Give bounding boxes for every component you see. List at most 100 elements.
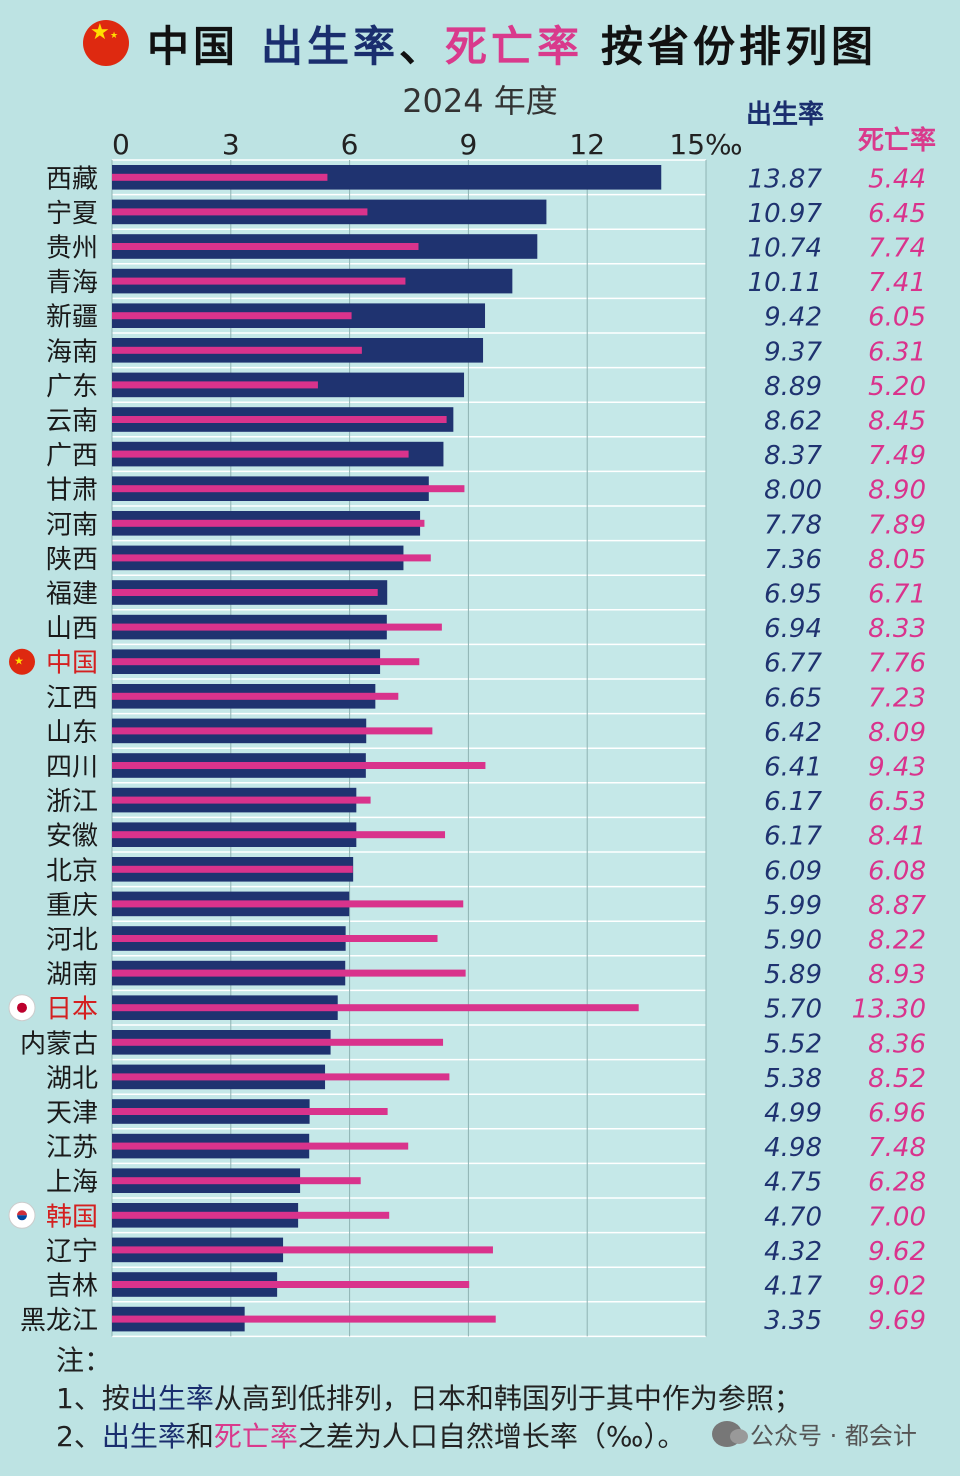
death-rate-value: 13.30 xyxy=(852,995,926,1025)
birth-rate-value: 4.75 xyxy=(764,1168,822,1198)
death-rate-value: 7.48 xyxy=(868,1133,926,1163)
birth-rate-value: 4.17 xyxy=(764,1272,822,1302)
death-rate-value: 8.93 xyxy=(868,960,926,990)
flag-star: ★ xyxy=(14,655,24,668)
birth-rate-value: 10.74 xyxy=(748,234,822,264)
category-label: 北京 xyxy=(46,856,98,886)
death-rate-bar xyxy=(112,277,406,285)
x-tick-label: 15‰ xyxy=(669,128,742,161)
death-rate-value: 8.22 xyxy=(868,926,926,956)
china-flag-icon xyxy=(9,648,35,675)
death-rate-value: 8.09 xyxy=(868,718,926,748)
category-label: 辽宁 xyxy=(46,1237,98,1267)
note-2-d: 死亡率 xyxy=(213,1420,298,1453)
birth-rate-value: 9.37 xyxy=(764,337,822,367)
death-rate-bar xyxy=(112,727,433,735)
x-tick-label: 9 xyxy=(459,128,477,161)
note-2-c: 和 xyxy=(185,1420,214,1453)
death-rate-value: 6.31 xyxy=(868,337,926,367)
category-label: 广西 xyxy=(46,441,98,471)
category-label: 山西 xyxy=(46,614,98,644)
birth-rate-value: 10.97 xyxy=(748,199,823,229)
death-rate-bar xyxy=(112,1142,409,1150)
death-rate-value: 6.05 xyxy=(868,303,926,333)
birth-rate-value: 6.94 xyxy=(764,614,822,644)
death-rate-bar xyxy=(112,1246,493,1254)
death-rate-bar xyxy=(112,900,464,908)
death-rate-value: 7.49 xyxy=(868,441,926,471)
death-rate-value: 5.44 xyxy=(868,164,926,194)
category-label: 黑龙江 xyxy=(20,1306,98,1336)
death-rate-value: 9.62 xyxy=(868,1237,926,1267)
death-rate-value: 8.52 xyxy=(868,1064,926,1094)
death-rate-bar xyxy=(112,1038,444,1046)
death-rate-bar xyxy=(112,1073,450,1081)
category-label: 西藏 xyxy=(46,164,98,194)
birth-rate-value: 6.77 xyxy=(764,649,822,679)
category-label: 江苏 xyxy=(46,1133,98,1163)
title-part-4: 死亡率 xyxy=(445,21,584,71)
birth-rate-value: 5.70 xyxy=(764,995,822,1025)
title-part-3: 、 xyxy=(398,21,445,71)
death-rate-bar xyxy=(112,1177,361,1185)
note-1-c: 从高到低排列，日本和韩国列于其中作为参照； xyxy=(213,1382,802,1415)
death-rate-value: 8.33 xyxy=(868,614,926,644)
birth-rate-value: 6.42 xyxy=(764,718,822,748)
x-tick-label: 12 xyxy=(569,128,605,161)
death-rate-bar xyxy=(112,416,447,423)
notes-head: 注： xyxy=(56,1344,113,1377)
category-label: 江西 xyxy=(46,683,98,713)
death-rate-value: 9.02 xyxy=(868,1272,926,1302)
death-rate-value: 7.76 xyxy=(868,649,926,679)
x-tick-label: 6 xyxy=(341,128,359,161)
death-rate-bar xyxy=(112,312,352,320)
death-rate-bar xyxy=(112,796,371,804)
category-label: 宁夏 xyxy=(46,199,98,229)
death-rate-bar xyxy=(112,623,442,631)
death-rate-value: 7.74 xyxy=(868,234,926,264)
notes: 注： 1、按出生率从高到低排列，日本和韩国列于其中作为参照； 2、出生率和死亡率… xyxy=(56,1342,802,1456)
title-part-1: 中国 xyxy=(146,21,239,71)
category-label: 甘肃 xyxy=(46,476,98,506)
note-2-a: 2、 xyxy=(56,1420,102,1453)
title-part-2: 出生率 xyxy=(260,21,399,71)
death-rate-value: 6.28 xyxy=(868,1168,926,1198)
birth-rate-value: 4.32 xyxy=(764,1237,822,1267)
x-tick-label: 0 xyxy=(112,128,130,161)
death-rate-value: 8.05 xyxy=(868,545,926,575)
wechat-icon xyxy=(712,1420,748,1447)
watermark: 公众号 · 都会计 xyxy=(712,1416,917,1451)
death-rate-bar xyxy=(112,658,420,666)
category-label: 上海 xyxy=(46,1168,98,1198)
note-1-a: 1、按 xyxy=(56,1382,130,1415)
category-label: 广东 xyxy=(46,372,98,402)
birth-rate-value: 4.99 xyxy=(764,1099,822,1129)
death-rate-bar xyxy=(112,1004,639,1012)
birth-rate-value: 10.11 xyxy=(748,268,822,298)
birth-rate-value: 5.89 xyxy=(764,960,822,990)
birth-rate-value: 5.38 xyxy=(764,1064,822,1094)
death-rate-value: 8.87 xyxy=(868,891,926,921)
birth-rate-value: 8.00 xyxy=(764,476,822,506)
birth-rate-value: 6.17 xyxy=(764,787,822,817)
death-rate-value: 8.36 xyxy=(868,1029,926,1059)
birth-rate-value: 8.62 xyxy=(764,407,822,437)
category-label: 安徽 xyxy=(46,822,98,852)
death-rate-value: 9.43 xyxy=(868,753,926,783)
note-1-b: 出生率 xyxy=(129,1382,214,1415)
birth-rate-value: 6.65 xyxy=(764,683,822,713)
category-label: 云南 xyxy=(46,407,98,437)
birth-rate-value: 6.95 xyxy=(764,580,822,610)
death-rate-bar xyxy=(112,692,399,700)
death-rate-bar xyxy=(112,554,431,562)
death-rate-value: 5.20 xyxy=(868,372,926,402)
death-rate-value: 8.45 xyxy=(868,407,926,437)
category-label: 河北 xyxy=(46,926,98,956)
chart-title: ★ ★ 中国 出生率 、 死亡率 按省份排列图 xyxy=(0,8,960,78)
birth-rate-value: 5.99 xyxy=(764,891,822,921)
birth-rate-value: 13.87 xyxy=(748,164,823,194)
death-rate-value: 6.08 xyxy=(868,856,926,886)
death-rate-value: 7.89 xyxy=(868,510,926,540)
birth-rate-value: 5.52 xyxy=(764,1029,822,1059)
